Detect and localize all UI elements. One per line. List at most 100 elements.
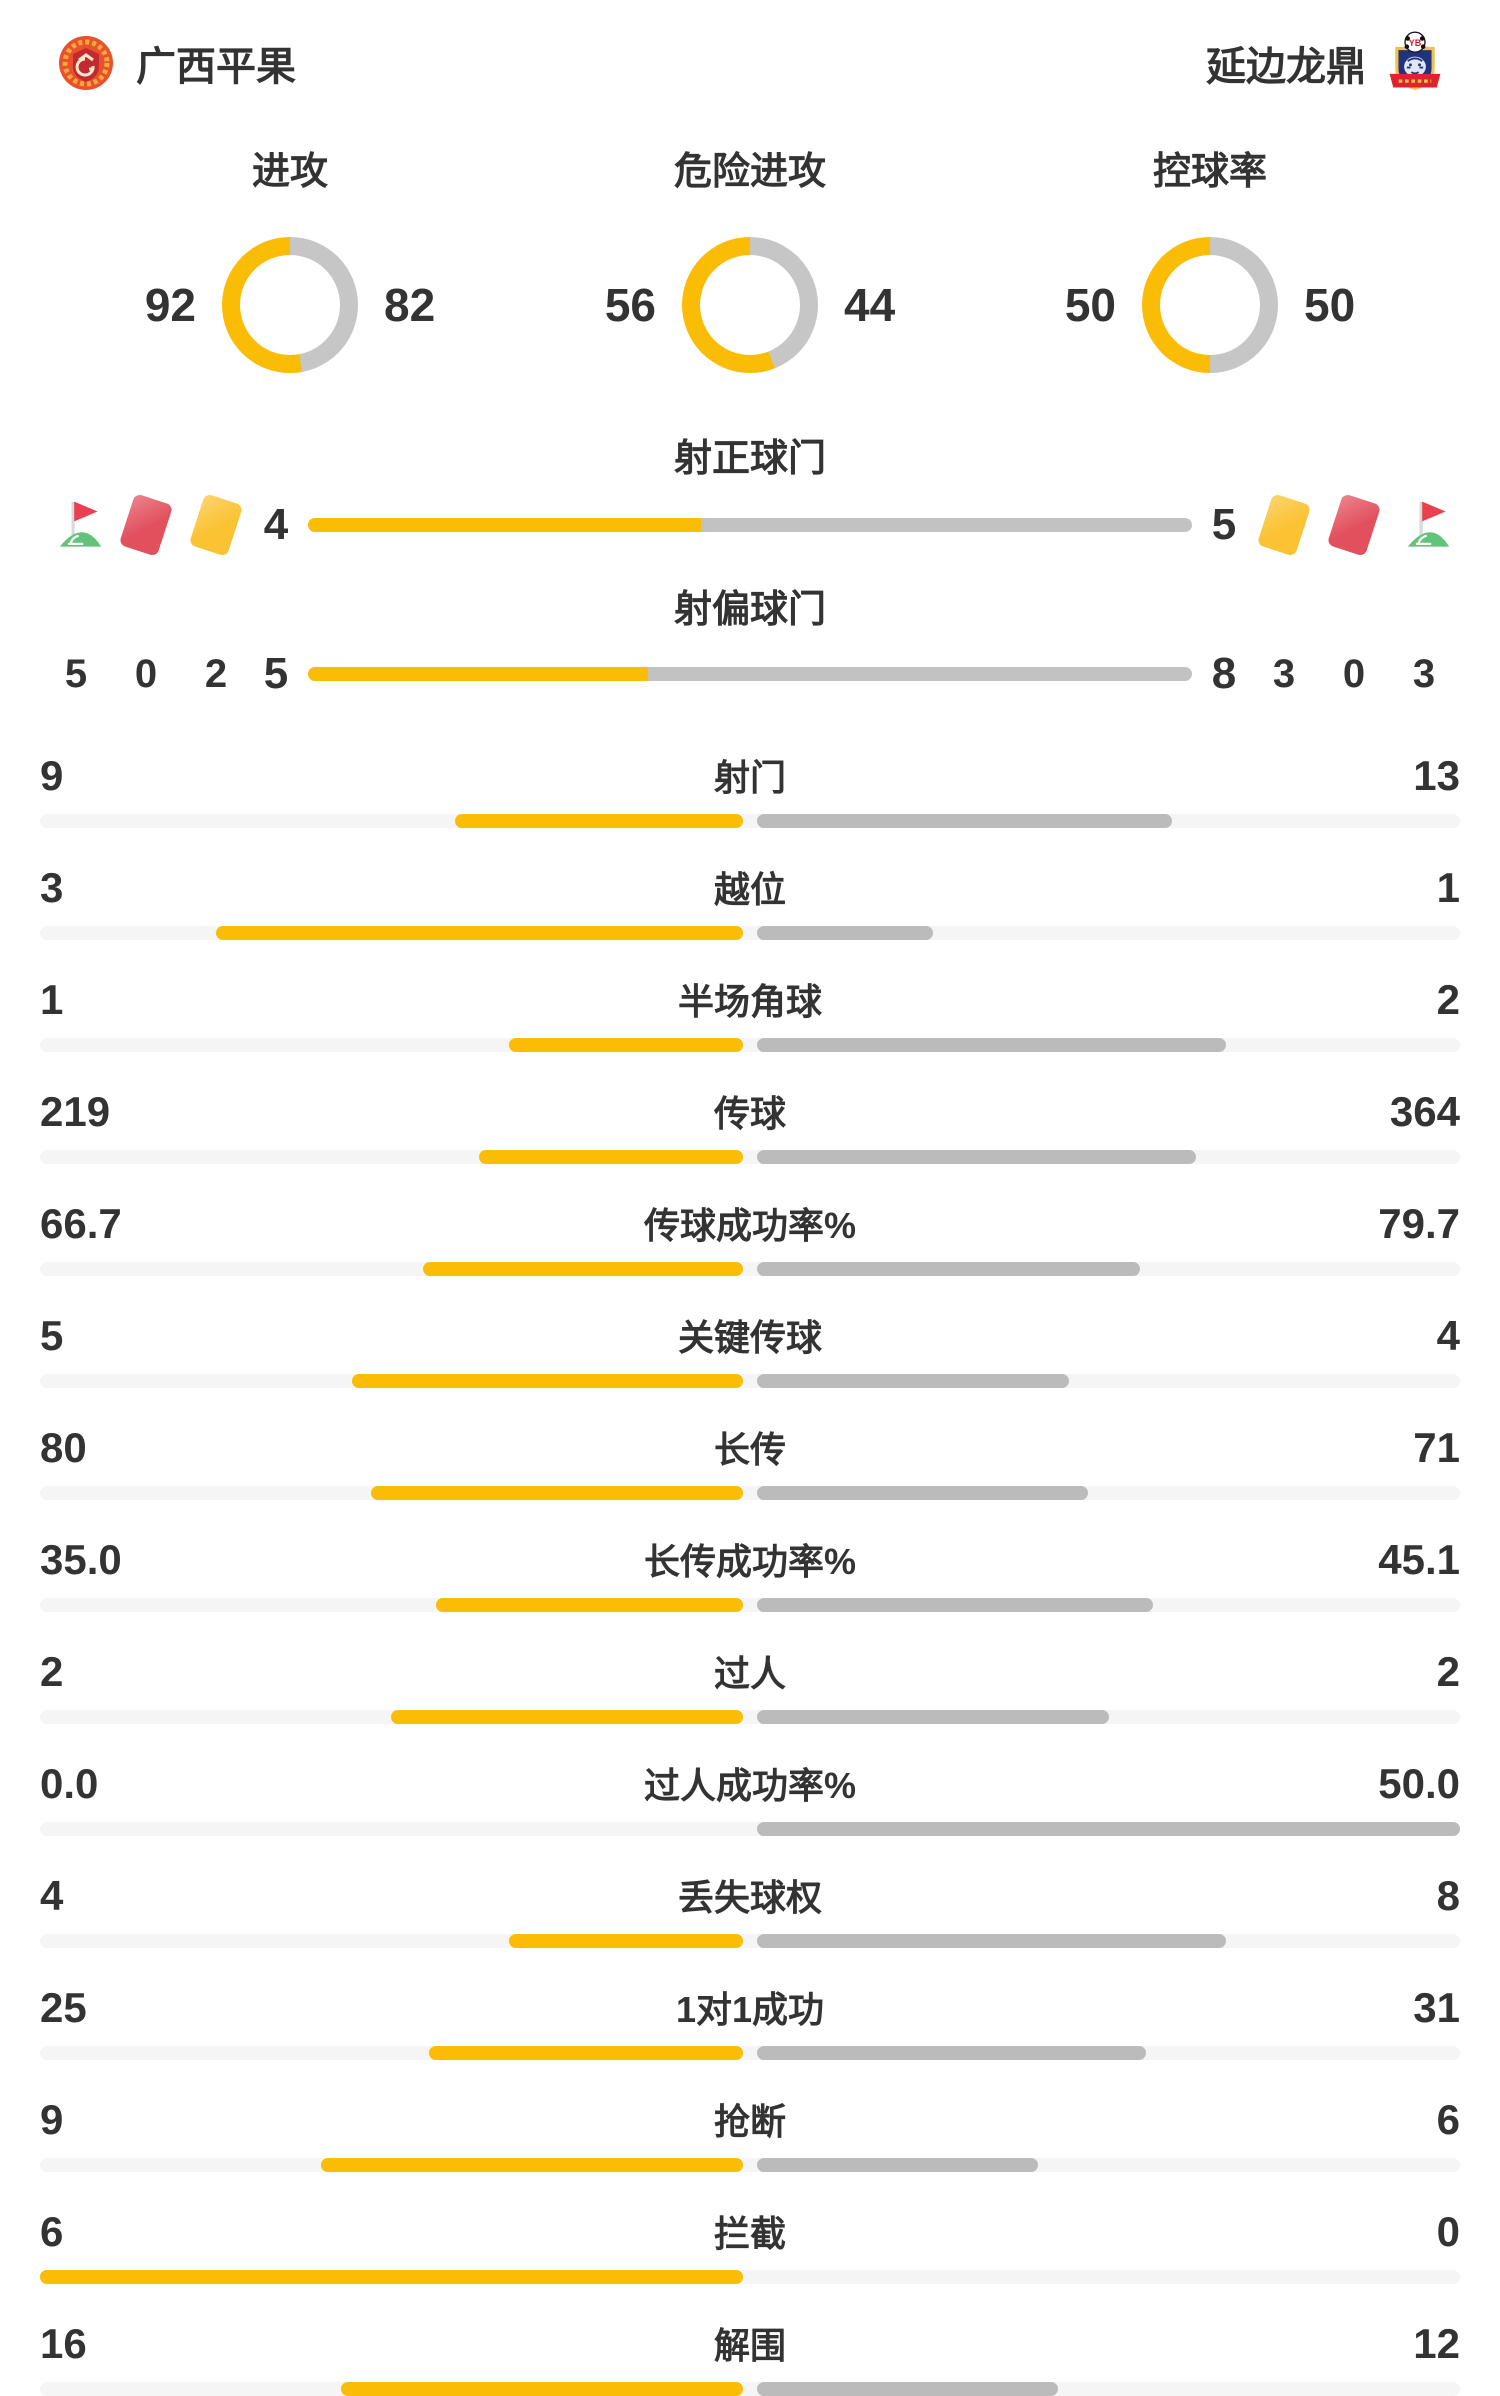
donut-ring — [1142, 237, 1278, 373]
red-card-icon — [1326, 493, 1382, 557]
away-bar — [757, 814, 1172, 828]
stat-track — [40, 1262, 1460, 1276]
stat-row: 35.0 长传成功率% 45.1 — [40, 1533, 1460, 1612]
away-bar — [757, 1262, 1140, 1276]
stat-row: 25 1对1成功 31 — [40, 1981, 1460, 2060]
home-bar — [308, 667, 648, 681]
stat-row: 9 抢断 6 — [40, 2093, 1460, 2172]
shots-off-target-bar — [308, 667, 1192, 681]
away-discipline-counts: 3 0 3 — [1256, 652, 1452, 697]
home-red-cards-count: 0 — [134, 651, 158, 696]
stat-label: 关键传球 — [677, 1317, 822, 1358]
donut-possession: 控球率 50 50 — [980, 140, 1440, 373]
home-bar — [509, 1038, 743, 1052]
away-value: 8 — [1436, 1872, 1460, 1919]
home-value: 50 — [1064, 279, 1116, 331]
home-value: 2 — [40, 1648, 64, 1695]
away-red-cards-count: 0 — [1342, 651, 1366, 696]
away-team: 延边龙鼎 YB — [1206, 30, 1444, 96]
stat-label: 丢失球权 — [677, 1877, 822, 1918]
away-bar — [757, 1486, 1088, 1500]
home-value: 3 — [40, 864, 64, 911]
home-value: 1 — [40, 976, 64, 1023]
stat-track — [40, 814, 1460, 828]
away-value: 5 — [1211, 500, 1237, 549]
stat-track — [40, 1822, 1460, 1836]
stat-row: 1 半场角球 2 — [40, 973, 1460, 1052]
home-bar — [429, 2046, 743, 2060]
away-value: 8 — [1211, 649, 1237, 698]
donut-ring — [222, 237, 358, 373]
home-bar — [509, 1934, 743, 1948]
away-value: 44 — [844, 279, 896, 331]
away-value: 71 — [1413, 1424, 1460, 1471]
stat-row: 219 传球 364 — [40, 1085, 1460, 1164]
away-team-name: 延边龙鼎 — [1206, 45, 1366, 89]
home-corners-count: 5 — [64, 651, 88, 696]
home-value: 66.7 — [40, 1200, 122, 1247]
away-bar — [757, 1598, 1153, 1612]
home-value: 5 — [263, 649, 289, 698]
home-value: 219 — [40, 1088, 111, 1135]
shots-on-target-bar — [308, 518, 1192, 532]
home-value: 80 — [40, 1424, 87, 1471]
home-bar — [423, 1262, 743, 1276]
away-bar — [757, 2046, 1146, 2060]
stat-label: 射门 — [713, 757, 786, 798]
away-bar — [700, 518, 1192, 532]
stat-row: 66.7 传球成功率% 79.7 — [40, 1197, 1460, 1276]
shots-off-target-title: 射偏球门 — [673, 589, 826, 631]
stat-label: 拦截 — [713, 2213, 786, 2254]
home-value: 92 — [144, 279, 196, 331]
away-value: 12 — [1413, 2320, 1460, 2367]
home-bar — [308, 518, 701, 532]
away-bar — [757, 2382, 1058, 2396]
away-bar — [757, 1934, 1226, 1948]
away-bar — [648, 667, 1192, 681]
home-value: 9 — [40, 752, 64, 799]
away-bar — [757, 1374, 1069, 1388]
away-value: 2 — [1436, 1648, 1460, 1695]
stat-label: 越位 — [713, 869, 786, 910]
home-bar — [455, 814, 743, 828]
home-bar — [40, 2270, 743, 2284]
away-value: 50.0 — [1378, 1760, 1460, 1807]
red-card-icon — [118, 493, 174, 557]
stat-row: 4 丢失球权 8 — [40, 1869, 1460, 1948]
away-value: 13 — [1413, 752, 1460, 799]
away-bar — [757, 2158, 1038, 2172]
stat-label: 过人成功率% — [643, 1765, 856, 1806]
away-value: 82 — [384, 279, 436, 331]
corner-flag-icon — [59, 501, 102, 547]
home-value: 4 — [40, 1872, 64, 1919]
home-value: 5 — [40, 1312, 64, 1359]
donut-ring — [682, 237, 818, 373]
away-value: 6 — [1436, 2096, 1460, 2143]
home-bar — [216, 926, 743, 940]
donut-attack: 进攻 92 82 — [60, 140, 520, 373]
away-value: 50 — [1304, 279, 1356, 331]
away-corners-count: 3 — [1412, 651, 1436, 696]
stat-row: 16 解围 12 — [40, 2317, 1460, 2396]
stat-track — [40, 2158, 1460, 2172]
stat-label: 传球成功率% — [643, 1205, 856, 1246]
away-bar — [757, 926, 933, 940]
stat-label: 1对1成功 — [675, 1989, 825, 2030]
home-value: 56 — [604, 279, 656, 331]
stat-row: 9 射门 13 — [40, 749, 1460, 828]
home-bar — [479, 1150, 743, 1164]
away-value: 4 — [1436, 1312, 1460, 1359]
away-team-crest-icon: YB — [1389, 31, 1441, 91]
stat-label: 抢断 — [713, 2101, 786, 2142]
stat-row: 0.0 过人成功率% 50.0 — [40, 1757, 1460, 1836]
stat-track — [40, 1038, 1460, 1052]
stat-label: 半场角球 — [677, 981, 822, 1022]
donut-charts: 进攻 92 82 危险进攻 56 44 控球率 50 50 — [0, 140, 1500, 373]
stat-track — [40, 1486, 1460, 1500]
home-bar — [371, 1486, 743, 1500]
stat-track — [40, 1598, 1460, 1612]
yellow-card-icon — [188, 493, 244, 557]
home-bar — [436, 1598, 743, 1612]
yellow-card-icon — [1256, 493, 1312, 557]
away-yellow-cards-count: 3 — [1272, 651, 1296, 696]
